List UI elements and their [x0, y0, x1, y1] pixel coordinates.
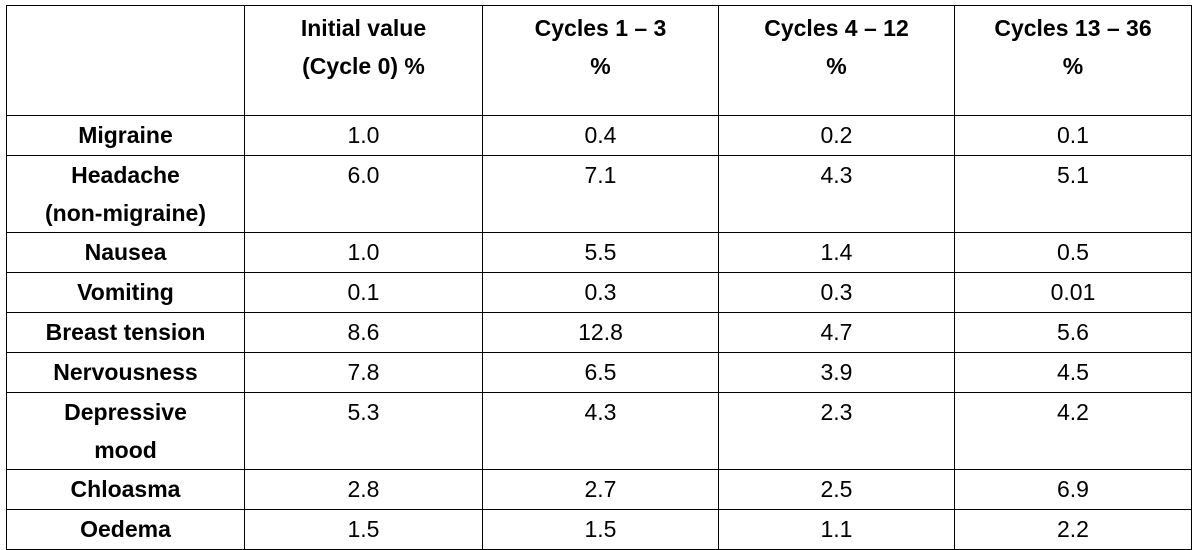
header-label-line2: % — [590, 53, 611, 79]
row-label-line2: (non-migraine) — [45, 200, 206, 226]
table-row-migraine: Migraine 1.0 0.4 0.2 0.1 — [6, 115, 1192, 156]
table-cell: 1.4 — [718, 232, 955, 273]
table-row-nausea: Nausea 1.0 5.5 1.4 0.5 — [6, 232, 1192, 273]
row-label: Chloasma — [6, 469, 245, 510]
table-row-nervousness: Nervousness 7.8 6.5 3.9 4.5 — [6, 352, 1192, 393]
table-cell: 4.3 — [482, 392, 719, 470]
row-label: Headache (non-migraine) — [6, 155, 245, 233]
table-cell: 7.8 — [244, 352, 483, 393]
table-cell: 0.1 — [954, 115, 1192, 156]
table-cell: 0.1 — [244, 272, 483, 313]
table-cell: 0.4 — [482, 115, 719, 156]
table-cell: 2.5 — [718, 469, 955, 510]
header-cell-cycles-4-12: Cycles 4 – 12 % — [718, 5, 955, 116]
row-label: Migraine — [6, 115, 245, 156]
adverse-events-table-wrapper: Initial value (Cycle 0) % Cycles 1 – 3 %… — [6, 5, 1192, 550]
row-label: Oedema — [6, 509, 245, 550]
row-label-line1: Oedema — [80, 516, 171, 542]
row-label-line1: Breast tension — [45, 319, 206, 345]
table-cell: 1.0 — [244, 232, 483, 273]
table-cell: 0.3 — [482, 272, 719, 313]
table-cell: 7.1 — [482, 155, 719, 233]
table-cell: 5.6 — [954, 312, 1192, 353]
row-label: Vomiting — [6, 272, 245, 313]
row-label-line1: Nervousness — [53, 359, 198, 385]
header-cell-cycles-13-36: Cycles 13 – 36 % — [954, 5, 1192, 116]
table-row-vomiting: Vomiting 0.1 0.3 0.3 0.01 — [6, 272, 1192, 313]
table-cell: 4.3 — [718, 155, 955, 233]
table-cell: 1.5 — [482, 509, 719, 550]
table-cell: 5.5 — [482, 232, 719, 273]
table-cell: 6.0 — [244, 155, 483, 233]
header-corner-cell — [6, 5, 245, 116]
table-cell: 1.5 — [244, 509, 483, 550]
adverse-events-table: Initial value (Cycle 0) % Cycles 1 – 3 %… — [6, 5, 1192, 550]
header-cell-cycle-0: Initial value (Cycle 0) % — [244, 5, 483, 116]
header-cell-cycles-1-3: Cycles 1 – 3 % — [482, 5, 719, 116]
row-label-line2: mood — [94, 437, 157, 463]
table-cell: 12.8 — [482, 312, 719, 353]
row-label-line1: Headache — [71, 162, 180, 188]
table-cell: 0.5 — [954, 232, 1192, 273]
row-label-line1: Vomiting — [77, 279, 174, 305]
row-label: Breast tension — [6, 312, 245, 353]
table-row-oedema: Oedema 1.5 1.5 1.1 2.2 — [6, 509, 1192, 550]
row-label: Nervousness — [6, 352, 245, 393]
table-cell: 2.7 — [482, 469, 719, 510]
table-cell: 2.2 — [954, 509, 1192, 550]
row-label-line1: Nausea — [84, 239, 167, 265]
table-cell: 5.3 — [244, 392, 483, 470]
table-row-chloasma: Chloasma 2.8 2.7 2.5 6.9 — [6, 469, 1192, 510]
table-row-depressive-mood: Depressive mood 5.3 4.3 2.3 4.2 — [6, 392, 1192, 470]
table-cell: 5.1 — [954, 155, 1192, 233]
table-cell: 0.01 — [954, 272, 1192, 313]
row-label-line1: Migraine — [78, 122, 173, 148]
table-cell: 3.9 — [718, 352, 955, 393]
table-cell: 4.7 — [718, 312, 955, 353]
table-cell: 2.8 — [244, 469, 483, 510]
table-cell: 1.1 — [718, 509, 955, 550]
header-label-line2: % — [826, 53, 847, 79]
header-row: Initial value (Cycle 0) % Cycles 1 – 3 %… — [6, 5, 1192, 116]
row-label-line1: Chloasma — [70, 476, 181, 502]
table-cell: 0.2 — [718, 115, 955, 156]
row-label: Nausea — [6, 232, 245, 273]
table-cell: 6.5 — [482, 352, 719, 393]
table-row-headache: Headache (non-migraine) 6.0 7.1 4.3 5.1 — [6, 155, 1192, 233]
header-label-line2: (Cycle 0) % — [302, 53, 425, 79]
header-label-line1: Cycles 4 – 12 — [764, 15, 909, 41]
row-label: Depressive mood — [6, 392, 245, 470]
header-label-line1: Initial value — [300, 15, 427, 41]
table-cell: 4.2 — [954, 392, 1192, 470]
row-label-line1: Depressive — [64, 399, 187, 425]
header-label-line1: Cycles 13 – 36 — [994, 15, 1152, 41]
header-label-line1: Cycles 1 – 3 — [534, 15, 667, 41]
table-cell: 0.3 — [718, 272, 955, 313]
table-cell: 4.5 — [954, 352, 1192, 393]
table-cell: 1.0 — [244, 115, 483, 156]
table-cell: 8.6 — [244, 312, 483, 353]
header-label-line2: % — [1062, 53, 1084, 79]
table-cell: 6.9 — [954, 469, 1192, 510]
table-cell: 2.3 — [718, 392, 955, 470]
table-row-breast-tension: Breast tension 8.6 12.8 4.7 5.6 — [6, 312, 1192, 353]
